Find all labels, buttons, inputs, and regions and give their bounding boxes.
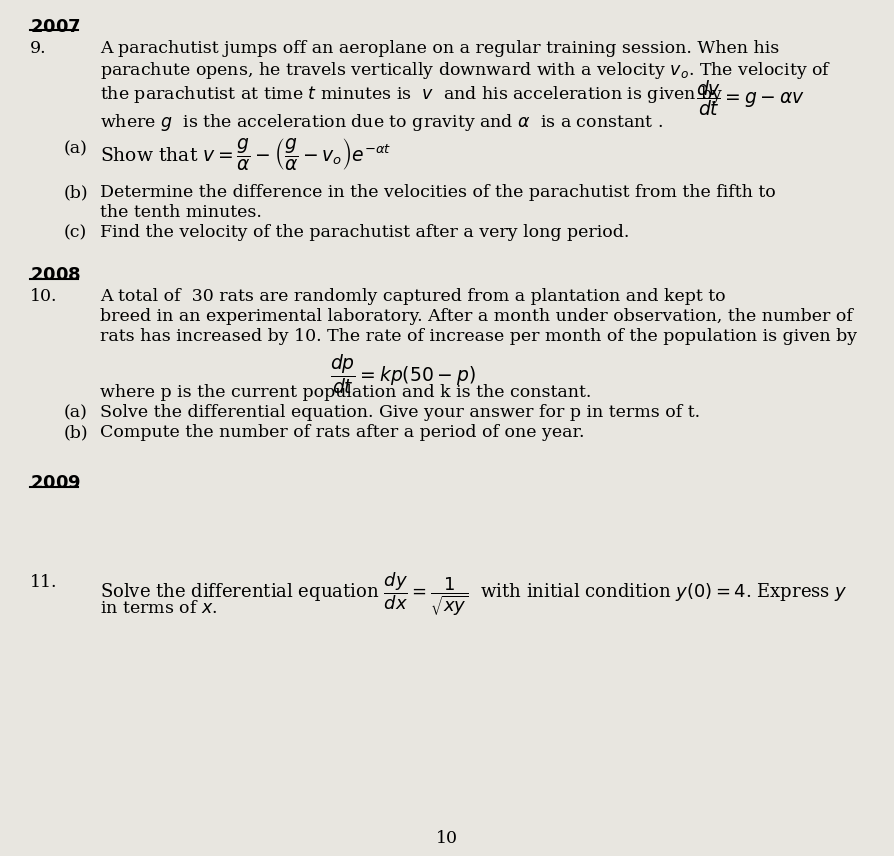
Text: (a): (a) — [64, 140, 88, 157]
Text: $\bf{2009}$: $\bf{2009}$ — [30, 474, 80, 492]
Text: where p is the current population and k is the constant.: where p is the current population and k … — [100, 384, 591, 401]
Text: $\dfrac{dp}{dt} = kp(50-p)$: $\dfrac{dp}{dt} = kp(50-p)$ — [330, 352, 475, 395]
Text: parachute opens, he travels vertically downward with a velocity $v_o$. The veloc: parachute opens, he travels vertically d… — [100, 60, 831, 81]
Text: Show that $v = \dfrac{g}{\alpha} - \left(\dfrac{g}{\alpha}-v_o\right)e^{-\alpha : Show that $v = \dfrac{g}{\alpha} - \left… — [100, 136, 391, 172]
Text: 11.: 11. — [30, 574, 57, 591]
Text: Solve the differential equation. Give your answer for p in terms of t.: Solve the differential equation. Give yo… — [100, 404, 699, 421]
Text: breed in an experimental laboratory. After a month under observation, the number: breed in an experimental laboratory. Aft… — [100, 308, 852, 325]
Text: (c): (c) — [64, 224, 87, 241]
Text: 10: 10 — [435, 830, 458, 847]
Text: $\dfrac{dv}{dt} = g - \alpha v$: $\dfrac{dv}{dt} = g - \alpha v$ — [696, 78, 804, 118]
Text: the tenth minutes.: the tenth minutes. — [100, 204, 262, 221]
Text: A parachutist jumps off an aeroplane on a regular training session. When his: A parachutist jumps off an aeroplane on … — [100, 40, 779, 57]
Text: Compute the number of rats after a period of one year.: Compute the number of rats after a perio… — [100, 424, 584, 441]
Text: rats has increased by 10. The rate of increase per month of the population is gi: rats has increased by 10. The rate of in… — [100, 328, 856, 345]
Text: Solve the differential equation $\dfrac{dy}{dx} = \dfrac{1}{\sqrt{xy}}$  with in: Solve the differential equation $\dfrac{… — [100, 570, 847, 618]
Text: 10.: 10. — [30, 288, 57, 305]
Text: where $g$  is the acceleration due to gravity and $\alpha$  is a constant .: where $g$ is the acceleration due to gra… — [100, 112, 662, 133]
Text: in terms of $x$.: in terms of $x$. — [100, 600, 217, 617]
Text: $\bf{2008}$: $\bf{2008}$ — [30, 266, 81, 284]
Text: $\bf{2007}$: $\bf{2007}$ — [30, 18, 80, 36]
Text: A total of  30 rats are randomly captured from a plantation and kept to: A total of 30 rats are randomly captured… — [100, 288, 725, 305]
Text: Determine the difference in the velocities of the parachutist from the fifth to: Determine the difference in the velociti… — [100, 184, 775, 201]
Text: (a): (a) — [64, 404, 88, 421]
Text: (b): (b) — [64, 184, 89, 201]
Text: Find the velocity of the parachutist after a very long period.: Find the velocity of the parachutist aft… — [100, 224, 628, 241]
Text: the parachutist at time $t$ minutes is  $v$  and his acceleration is given by: the parachutist at time $t$ minutes is $… — [100, 84, 722, 105]
Text: 9.: 9. — [30, 40, 46, 57]
Text: (b): (b) — [64, 424, 89, 441]
